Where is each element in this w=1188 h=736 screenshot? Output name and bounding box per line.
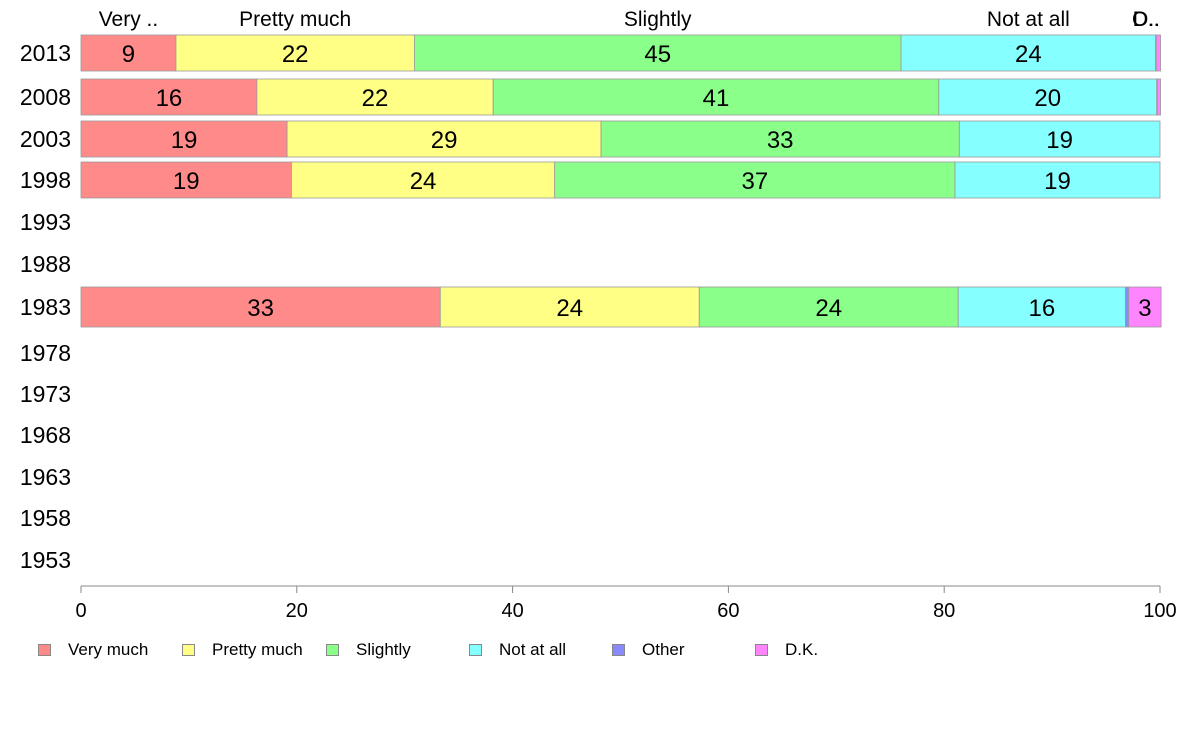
data-label-1998-2: 37 — [741, 168, 768, 195]
x-tick-label-100: 100 — [1143, 600, 1176, 622]
year-label-1953: 1953 — [20, 547, 71, 573]
legend-label: Other — [642, 640, 685, 659]
data-label-2013-0: 9 — [122, 41, 135, 68]
legend-swatch — [755, 644, 768, 656]
x-tick-label-0: 0 — [75, 600, 86, 622]
bar-segment-2013-1 — [175, 34, 415, 72]
bar-segment-2003-1 — [286, 120, 602, 158]
data-label-1983-5: 3 — [1138, 295, 1151, 322]
bar-segment-2008-2 — [492, 78, 940, 116]
data-label-2003-3: 19 — [1046, 127, 1073, 154]
bar-segment-1983-0 — [80, 286, 441, 328]
data-label-2008-3: 20 — [1034, 85, 1061, 112]
legend-swatch — [326, 644, 339, 656]
legend-swatch — [182, 644, 195, 656]
bar-segment-2008-3 — [938, 78, 1158, 116]
x-tick-label-20: 20 — [286, 600, 308, 622]
bar-segment-1998-1 — [291, 161, 556, 199]
x-axis: 0 20 40 60 80 100 — [75, 585, 1177, 622]
data-label-2013-3: 24 — [1015, 41, 1042, 68]
year-label-1983: 1983 — [20, 294, 71, 320]
legend-label: Very much — [68, 640, 149, 659]
legend-swatch — [38, 644, 51, 656]
bar-segment-2003-3 — [958, 120, 1161, 158]
bar-segment-1983-5 — [1128, 286, 1162, 328]
legend-item-0: Very much — [38, 638, 148, 662]
year-label-2003: 2003 — [20, 126, 71, 152]
bar-segment-1983-1 — [439, 286, 700, 328]
bar-segment-2003-0 — [80, 120, 288, 158]
year-label-1973: 1973 — [20, 381, 71, 407]
data-label-1983-1: 24 — [556, 295, 583, 322]
top-label-0: Very .. — [99, 8, 159, 31]
legend-swatch — [469, 644, 482, 656]
x-tick-label-60: 60 — [717, 600, 739, 622]
bar-segment-2003-2 — [600, 120, 960, 158]
bar-segment-1998-2 — [554, 161, 956, 199]
data-label-1983-0: 33 — [247, 295, 274, 322]
legend-item-1: Pretty much — [182, 638, 303, 662]
year-label-1958: 1958 — [20, 505, 71, 531]
data-label-1983-2: 24 — [815, 295, 842, 322]
legend-label: Slightly — [356, 640, 411, 659]
data-label-2008-1: 22 — [362, 85, 389, 112]
top-label-3: Not at all — [987, 8, 1070, 31]
bar-segment-1983-2 — [698, 286, 959, 328]
year-label-1993: 1993 — [20, 209, 71, 235]
legend-label: Pretty much — [212, 640, 303, 659]
bar-segment-1998-0 — [80, 161, 292, 199]
data-label-2013-2: 45 — [644, 41, 671, 68]
bar-segment-1998-3 — [954, 161, 1161, 199]
legend-label: D.K. — [785, 640, 819, 659]
bar-segment-2013-5 — [1155, 34, 1161, 72]
legend-item-5: D.K. — [755, 638, 818, 662]
data-label-2003-2: 33 — [767, 127, 794, 154]
top-label-2: Slightly — [624, 8, 692, 31]
year-label-2013: 2013 — [20, 40, 71, 66]
stacked-bar-chart: Very .. Pretty much Slightly Not at all O..D… — [20, 8, 1177, 622]
data-label-2008-2: 41 — [703, 85, 730, 112]
top-label-1: Pretty much — [239, 8, 351, 31]
legend-swatch — [612, 644, 625, 656]
top-label-5: D.. — [1133, 8, 1160, 31]
x-tick-label-80: 80 — [933, 600, 955, 622]
year-label-1998: 1998 — [20, 167, 71, 193]
legend-item-4: Other — [612, 638, 685, 662]
x-tick-label-40: 40 — [501, 600, 523, 622]
bar-segment-1983-4 — [1125, 286, 1130, 328]
data-label-2013-1: 22 — [282, 41, 309, 68]
year-label-1978: 1978 — [20, 340, 71, 366]
year-label-2008: 2008 — [20, 84, 71, 110]
legend-item-2: Slightly — [326, 638, 411, 662]
top-label-4: O.. — [1132, 8, 1160, 31]
legend-label: Not at all — [499, 640, 567, 659]
bar-segment-2008-1 — [256, 78, 494, 116]
data-label-1983-3: 16 — [1028, 295, 1055, 322]
bar-segment-2008-5 — [1156, 78, 1161, 116]
year-labels: 2013 2008 2003 1998 1993 1988 1983 1978 1973 1968… — [20, 40, 71, 573]
year-label-1963: 1963 — [20, 464, 71, 490]
data-label-1998-3: 19 — [1044, 168, 1071, 195]
year-label-1968: 1968 — [20, 422, 71, 448]
legend-item-3: Not at all — [469, 638, 566, 662]
top-series-labels: Very .. Pretty much Slightly Not at all O..D… — [99, 8, 1160, 31]
data-label-2003-0: 19 — [171, 127, 198, 154]
data-label-2003-1: 29 — [431, 127, 458, 154]
data-label-1998-1: 24 — [410, 168, 437, 195]
bar-segment-2008-0 — [80, 78, 258, 116]
bar-segment-1983-3 — [957, 286, 1126, 328]
bars: 9 22 45 24 16 22 41 20 19 29 33 19 19 24 37 19 33 24 24 16 3 — [80, 34, 1162, 328]
year-label-1988: 1988 — [20, 251, 71, 277]
data-label-2008-0: 16 — [156, 85, 183, 112]
data-label-1998-0: 19 — [173, 168, 200, 195]
